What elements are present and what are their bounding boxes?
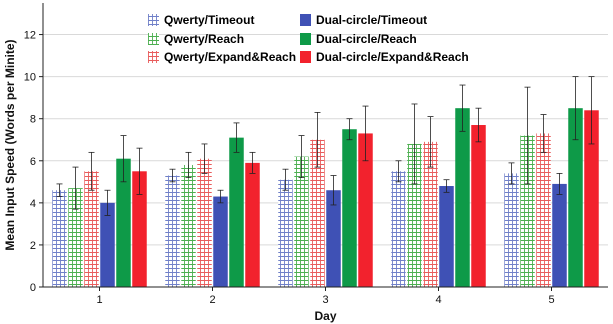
error-bar	[346, 118, 353, 141]
x-tick-label: 4	[435, 294, 441, 306]
bar-dual-circle-expand-reach-day-2	[245, 162, 260, 287]
x-tick-label: 2	[209, 294, 215, 306]
error-bar	[443, 179, 450, 193]
legend-item: Dual-circle/Timeout	[300, 13, 427, 27]
error-bar	[508, 162, 515, 185]
bar-dual-circle-timeout-day-4	[439, 186, 454, 287]
error-bar	[233, 122, 240, 153]
error-bar	[201, 143, 208, 174]
bar-dual-circle-expand-reach-day-5	[584, 110, 599, 288]
bar-qwerty-timeout-day-1	[52, 190, 67, 287]
legend-item: Qwerty/Expand&Reach	[148, 50, 296, 64]
y-tick-label: 2	[30, 240, 36, 252]
legend-swatch	[148, 33, 159, 45]
x-axis-title: Day	[314, 309, 336, 323]
error-bar	[136, 147, 143, 195]
error-bar	[249, 151, 256, 174]
bar-qwerty-timeout-day-4	[391, 171, 406, 287]
legend-label: Dual-circle/Reach	[316, 32, 417, 46]
x-tick-label: 3	[322, 294, 328, 306]
bar-dual-circle-expand-reach-day-1	[132, 171, 147, 287]
error-bar	[362, 105, 369, 162]
error-bar	[104, 189, 111, 216]
error-bar	[298, 135, 305, 179]
bar-dual-circle-reach-day-2	[229, 137, 244, 287]
error-bar	[524, 86, 531, 185]
bar-qwerty-expand-reach-day-4	[423, 141, 438, 287]
bar-qwerty-reach-day-5	[520, 135, 535, 287]
legend-swatch	[300, 51, 311, 63]
legend-swatch	[300, 14, 311, 26]
bar-qwerty-reach-day-2	[181, 164, 196, 287]
legend-label: Dual-circle/Timeout	[316, 13, 427, 27]
error-bars	[56, 76, 595, 216]
error-bar	[72, 166, 79, 210]
bar-qwerty-timeout-day-3	[278, 179, 293, 287]
bar-dual-circle-reach-day-1	[116, 158, 131, 287]
legend-label: Qwerty/Expand&Reach	[164, 50, 296, 64]
error-bar	[475, 107, 482, 143]
bar-qwerty-reach-day-3	[294, 156, 309, 287]
error-bar	[88, 151, 95, 191]
bar-dual-circle-timeout-day-5	[552, 183, 567, 287]
legend-item: Dual-circle/Expand&Reach	[300, 50, 469, 64]
bar-dual-circle-timeout-day-3	[326, 190, 341, 287]
error-bar	[588, 76, 595, 145]
bar-dual-circle-reach-day-3	[342, 129, 357, 287]
bar-dual-circle-timeout-day-1	[100, 202, 115, 287]
legend: Qwerty/Timeout Qwerty/Reach Qwerty/Expand&…	[148, 13, 469, 64]
error-bar	[314, 111, 321, 168]
bar-qwerty-reach-day-4	[407, 143, 422, 287]
bar-dual-circle-expand-reach-day-4	[471, 125, 486, 287]
error-bar	[120, 135, 127, 183]
y-tick-label: 4	[30, 198, 36, 210]
bar-dual-circle-reach-day-5	[568, 108, 583, 288]
y-tick-label: 12	[24, 30, 36, 42]
y-tick-label: 0	[30, 282, 36, 294]
error-bar	[540, 114, 547, 153]
legend-item: Qwerty/Reach	[148, 32, 244, 46]
error-bar	[185, 151, 192, 179]
legend-label: Dual-circle/Expand&Reach	[316, 50, 469, 64]
error-bar	[395, 160, 402, 183]
error-bar	[217, 189, 224, 204]
bar-dual-circle-timeout-day-2	[213, 196, 228, 287]
legend-swatch	[148, 14, 159, 26]
bar-qwerty-timeout-day-5	[504, 173, 519, 287]
error-bar	[330, 175, 337, 206]
x-tick-label: 5	[548, 294, 554, 306]
y-tick-label: 6	[30, 156, 36, 168]
bar-dual-circle-reach-day-4	[455, 108, 470, 288]
legend-item: Dual-circle/Reach	[300, 32, 417, 46]
bar-qwerty-expand-reach-day-3	[310, 139, 325, 287]
x-tick-label: 1	[96, 294, 102, 306]
error-bar	[56, 183, 63, 197]
legend-item: Qwerty/Timeout	[148, 13, 254, 27]
bar-qwerty-expand-reach-day-5	[536, 133, 551, 287]
y-axis-title: Mean Input Speed (Words per Minite)	[3, 39, 17, 250]
legend-label: Qwerty/Reach	[164, 32, 244, 46]
error-bar	[459, 84, 466, 132]
bar-qwerty-expand-reach-day-2	[197, 158, 212, 287]
error-bar	[411, 103, 418, 185]
bar-qwerty-reach-day-1	[68, 188, 83, 287]
error-bar	[427, 116, 434, 168]
y-tick-label: 10	[24, 72, 36, 84]
y-tick-label: 8	[30, 114, 36, 126]
legend-label: Qwerty/Timeout	[164, 13, 254, 27]
error-bar	[169, 168, 176, 183]
bar-qwerty-timeout-day-2	[165, 175, 180, 287]
bars	[52, 108, 599, 288]
bar-dual-circle-expand-reach-day-3	[358, 133, 373, 287]
error-bar	[282, 168, 289, 191]
error-bar	[556, 172, 563, 195]
legend-swatch	[148, 51, 159, 63]
bar-qwerty-expand-reach-day-1	[84, 171, 99, 287]
legend-swatch	[300, 33, 311, 45]
error-bar	[572, 76, 579, 141]
